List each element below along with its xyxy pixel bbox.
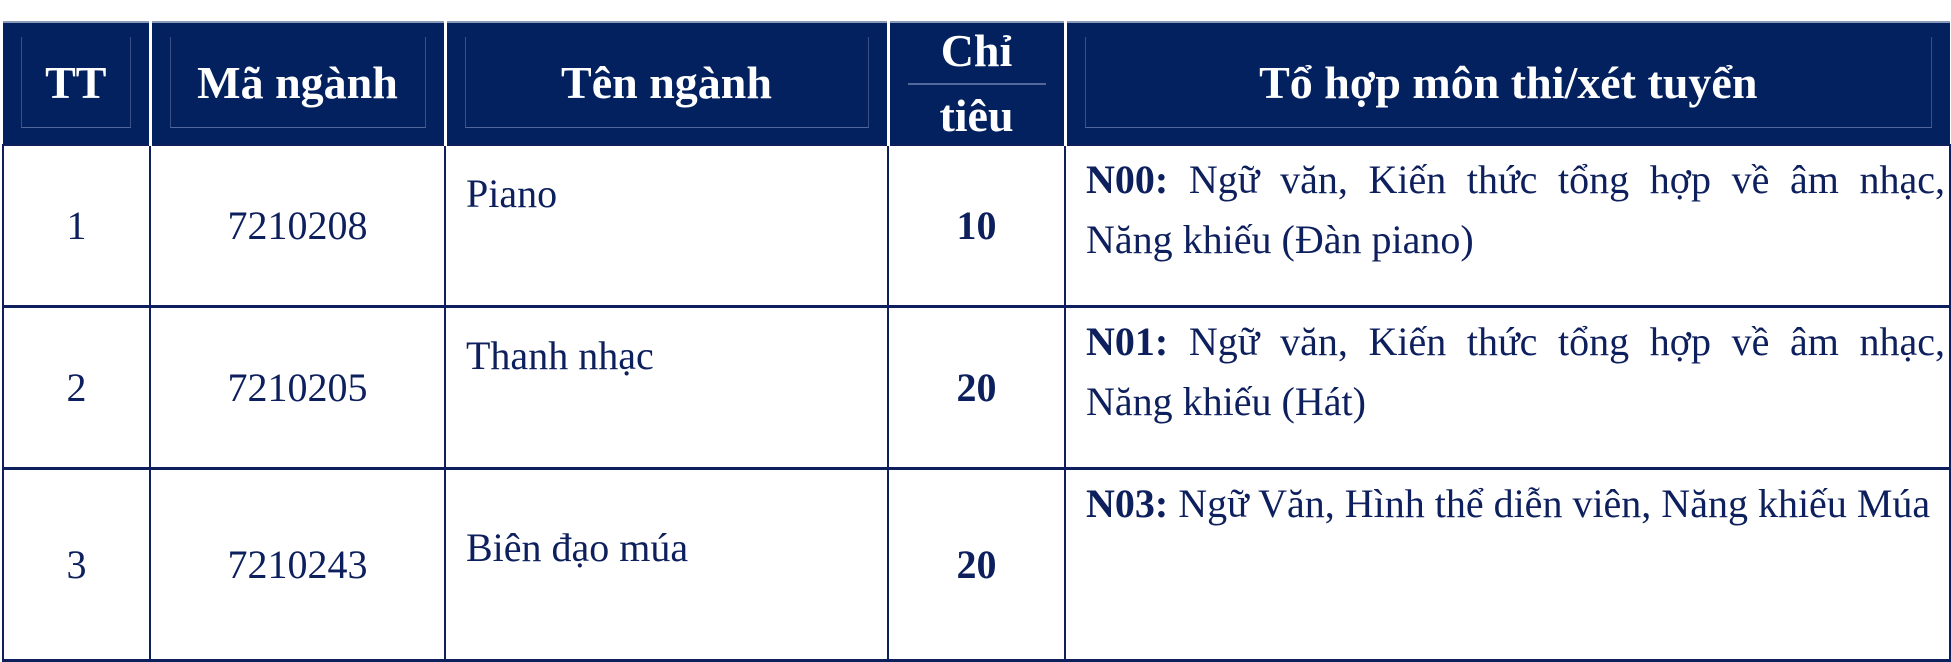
- cell-combination: N00: Ngữ văn, Kiến thức tổng hợp về âm n…: [1064, 144, 1951, 308]
- table-row: 2 7210205 Thanh nhạc 20 N01: Ngữ văn, Ki…: [2, 305, 1951, 470]
- combo-code: N00:: [1086, 157, 1169, 202]
- header-code: Mã ngành: [148, 21, 447, 145]
- cell-code: 7210205: [149, 305, 446, 470]
- cell-code: 7210208: [149, 144, 446, 308]
- table-row: 3 7210243 Biên đạo múa 20 N03: Ngữ Văn, …: [2, 467, 1951, 662]
- cell-tt: 3: [2, 467, 151, 662]
- table-row: 1 7210208 Piano 10 N00: Ngữ văn, Kiến th…: [2, 144, 1951, 308]
- header-row: TT Mã ngành Tên ngành Chỉ tiêu Tổ hợp môn…: [3, 21, 1950, 145]
- header-quota-line2: tiêu: [939, 89, 1014, 141]
- cell-quota: 10: [887, 144, 1066, 308]
- combo-text: Ngữ văn, Kiến thức tổng hợp về âm nhạc, …: [1086, 157, 1945, 262]
- cell-combination: N03: Ngữ Văn, Hình thể diễn viên, Năng k…: [1064, 467, 1951, 662]
- cell-name: Biên đạo múa: [444, 467, 889, 662]
- header-combination: Tổ hợp môn thi/xét tuyển: [1063, 21, 1950, 145]
- header-name: Tên ngành: [443, 21, 890, 145]
- header-combination-label: Tổ hợp môn thi/xét tuyển: [1259, 56, 1758, 108]
- combo-code: N01:: [1086, 319, 1169, 364]
- header-quota-line1: Chỉ: [940, 24, 1013, 76]
- divider: [907, 82, 1046, 85]
- cell-tt: 1: [2, 144, 151, 308]
- combo-text: Ngữ văn, Kiến thức tổng hợp về âm nhạc, …: [1086, 319, 1945, 424]
- cell-tt: 2: [2, 305, 151, 470]
- cell-name: Piano: [444, 144, 889, 308]
- cell-quota: 20: [887, 305, 1066, 470]
- header-code-label: Mã ngành: [197, 56, 398, 108]
- header-tt-label: TT: [45, 56, 107, 108]
- cell-quota: 20: [887, 467, 1066, 662]
- header-tt: TT: [3, 21, 152, 145]
- cell-name: Thanh nhạc: [444, 305, 889, 470]
- header-name-label: Tên ngành: [561, 56, 772, 108]
- header-quota: Chỉ tiêu: [886, 21, 1067, 145]
- admissions-table: TT Mã ngành Tên ngành Chỉ tiêu Tổ hợp môn…: [2, 21, 1951, 662]
- cell-combination: N01: Ngữ văn, Kiến thức tổng hợp về âm n…: [1064, 305, 1951, 470]
- cell-code: 7210243: [149, 467, 446, 662]
- combo-code: N03:: [1086, 481, 1169, 526]
- combo-text: Ngữ Văn, Hình thể diễn viên, Năng khiếu …: [1178, 481, 1931, 526]
